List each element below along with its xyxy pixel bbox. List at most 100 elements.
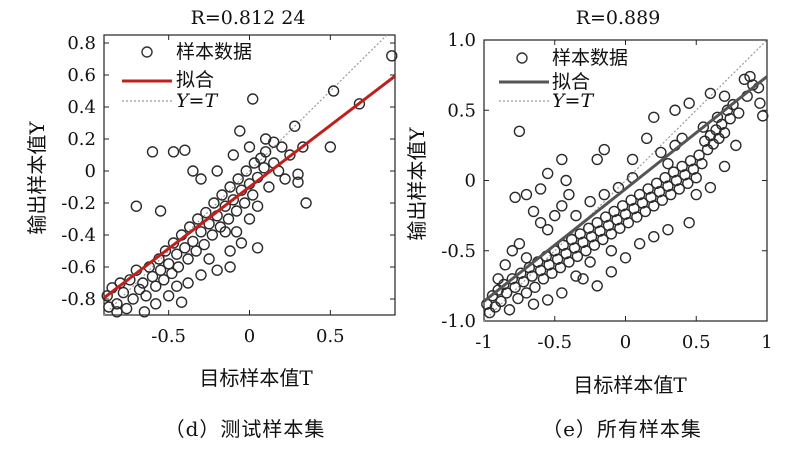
data-point bbox=[259, 146, 272, 158]
data-point bbox=[167, 237, 180, 249]
data-point bbox=[641, 132, 653, 145]
data-point bbox=[175, 296, 188, 308]
data-point bbox=[171, 248, 183, 260]
legend-label-identity: Y=T bbox=[552, 90, 594, 112]
data-point bbox=[200, 206, 212, 219]
data-point bbox=[757, 110, 769, 122]
data-point bbox=[206, 229, 219, 241]
data-point bbox=[690, 171, 702, 184]
data-point bbox=[251, 242, 264, 254]
data-point bbox=[211, 264, 223, 276]
data-point bbox=[697, 121, 710, 133]
data-point bbox=[297, 141, 309, 153]
data-point bbox=[718, 90, 731, 102]
data-point bbox=[182, 253, 194, 265]
panel-d-title: R=0.812 24 bbox=[191, 7, 306, 29]
data-point bbox=[150, 298, 162, 310]
data-point bbox=[258, 162, 270, 174]
data-point bbox=[570, 209, 582, 222]
data-point bbox=[648, 111, 660, 123]
data-point bbox=[598, 143, 610, 156]
data-point bbox=[513, 238, 526, 250]
data-point bbox=[203, 253, 215, 265]
data-point bbox=[711, 111, 724, 123]
data-point bbox=[639, 205, 652, 218]
y-tick-label: -0.8 bbox=[61, 289, 96, 310]
data-point bbox=[633, 238, 646, 250]
legend-marker-sample bbox=[516, 52, 528, 64]
data-point bbox=[656, 194, 668, 206]
data-point bbox=[232, 173, 244, 185]
data-point bbox=[556, 153, 568, 166]
data-point bbox=[541, 167, 554, 180]
data-point bbox=[744, 70, 756, 83]
data-point bbox=[117, 286, 130, 299]
panel-d-y-axis-label: 输出样本值Y bbox=[25, 121, 49, 235]
data-point bbox=[506, 245, 518, 257]
x-tick-label: -0.5 bbox=[537, 332, 572, 353]
data-point bbox=[665, 188, 677, 201]
data-point bbox=[513, 125, 526, 138]
data-point bbox=[111, 306, 123, 318]
legend-label-fit: 拟合 bbox=[552, 71, 590, 93]
data-point bbox=[162, 290, 175, 302]
fit-line bbox=[483, 75, 768, 303]
data-point bbox=[571, 250, 584, 263]
data-point bbox=[234, 125, 246, 137]
data-point bbox=[230, 226, 243, 238]
data-point bbox=[222, 213, 235, 225]
panel-e-points bbox=[481, 70, 769, 319]
panel-d-x-ticks: -0.5 0 0.5 bbox=[151, 35, 345, 347]
data-point bbox=[588, 239, 601, 251]
data-point bbox=[190, 245, 202, 257]
data-point bbox=[520, 188, 533, 201]
data-point bbox=[167, 146, 180, 158]
data-point bbox=[509, 191, 521, 204]
data-point bbox=[224, 245, 236, 257]
data-point bbox=[195, 226, 207, 238]
data-point bbox=[195, 173, 207, 185]
y-tick-label: 1.0 bbox=[447, 30, 476, 51]
data-point bbox=[584, 195, 596, 208]
panel-d-test-samples: R=0.812 24 0.8 0.6 0.4 0.2 0 -0.2 -0.4 -0.6 -0.8… bbox=[25, 7, 398, 441]
data-point bbox=[591, 280, 603, 292]
data-point bbox=[292, 168, 304, 180]
data-point bbox=[554, 261, 567, 274]
data-point bbox=[597, 233, 609, 246]
legend-label-sample: 样本数据 bbox=[552, 47, 628, 69]
y-tick-label: -0.2 bbox=[61, 193, 96, 214]
data-point bbox=[240, 165, 252, 177]
fit-line bbox=[103, 74, 396, 300]
data-point bbox=[690, 188, 702, 201]
data-point bbox=[130, 200, 143, 212]
data-point bbox=[718, 127, 731, 139]
data-point bbox=[662, 223, 674, 236]
y-tick-label: -0.6 bbox=[61, 257, 96, 278]
x-tick-label: 1 bbox=[761, 332, 772, 353]
panel-d-y-ticks: 0.8 0.6 0.4 0.2 0 -0.2 -0.4 -0.6 -0.8 bbox=[61, 33, 395, 310]
data-point bbox=[683, 97, 695, 109]
data-point bbox=[263, 181, 275, 193]
data-point bbox=[704, 181, 717, 194]
data-point bbox=[146, 146, 159, 158]
data-point bbox=[605, 245, 618, 257]
data-point bbox=[492, 273, 504, 285]
data-point bbox=[614, 222, 626, 234]
data-point bbox=[730, 139, 742, 152]
data-point bbox=[696, 157, 708, 170]
data-point bbox=[198, 238, 210, 251]
data-point bbox=[172, 261, 185, 273]
data-point bbox=[537, 273, 550, 285]
legend-label-fit: 拟合 bbox=[176, 69, 214, 91]
identity-line bbox=[483, 39, 768, 322]
data-point bbox=[526, 270, 538, 282]
x-tick-label: -0.5 bbox=[151, 326, 186, 347]
y-tick-label: -1.0 bbox=[441, 311, 476, 332]
y-tick-label: 0.2 bbox=[67, 129, 96, 150]
data-point bbox=[577, 273, 589, 285]
y-tick-label: -0.5 bbox=[441, 241, 476, 262]
y-tick-label: 0.6 bbox=[67, 65, 96, 86]
data-point bbox=[219, 200, 231, 212]
data-point bbox=[673, 183, 685, 195]
data-point bbox=[179, 242, 191, 254]
